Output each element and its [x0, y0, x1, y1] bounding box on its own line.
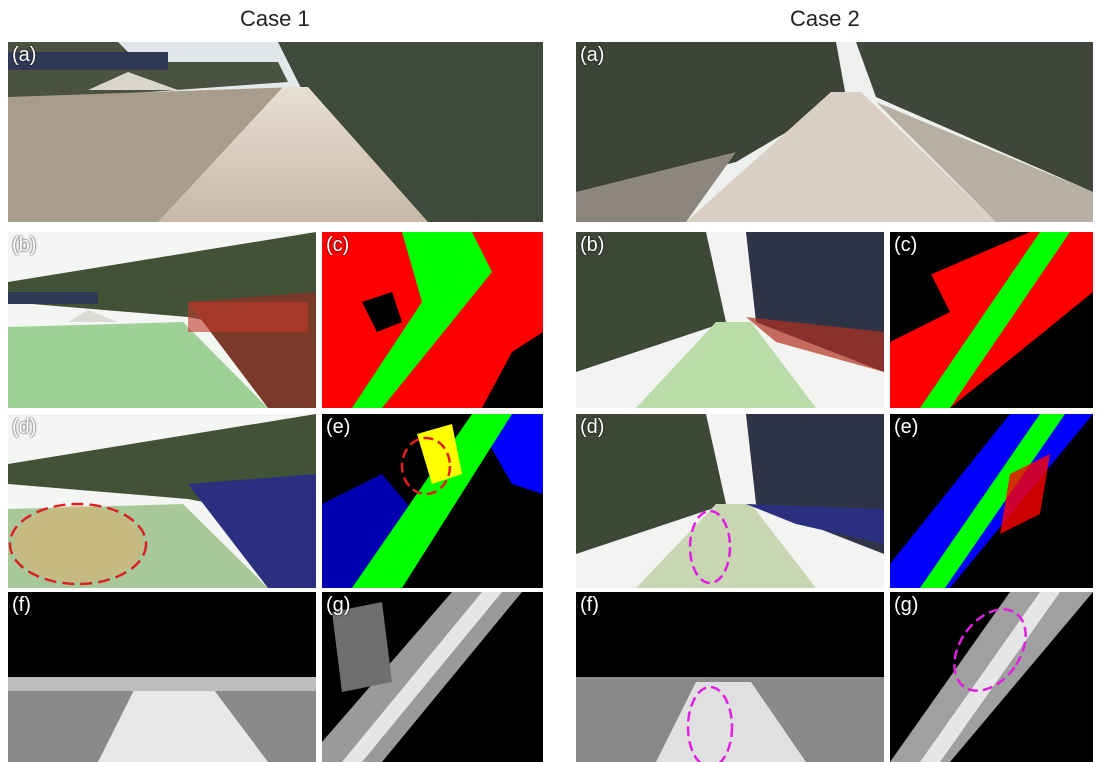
panel-label: (c) — [894, 234, 918, 256]
case1-bev-highlight-ellipse — [400, 436, 452, 496]
case1-range-grayscale — [8, 592, 316, 762]
case1-bev-multiclass-map — [322, 414, 543, 588]
case2-highlight-ellipse — [688, 509, 732, 585]
case1-panel-d-classified-projection: (d) — [8, 414, 316, 588]
case2-bev-multiclass-map — [890, 414, 1093, 588]
panel-label: (d) — [580, 416, 605, 438]
case1-projected-labels — [8, 232, 316, 408]
panel-label: (e) — [894, 416, 919, 438]
case2-panel-d-classified-projection: (d) — [576, 414, 884, 588]
case2-panel-f-range-image: (f) — [576, 592, 884, 762]
case1-panel-c-bev-classes: (c) — [322, 232, 543, 408]
case1-panel-e-bev-multiclass: (e) — [322, 414, 543, 588]
panel-label: (g) — [894, 594, 919, 616]
case2-road-scene — [576, 42, 1093, 222]
panel-label: (f) — [580, 594, 599, 616]
case1-panel-a-camera-image: (a) — [8, 42, 543, 222]
case1-highlight-ellipse — [8, 502, 148, 586]
case2-bev-red-green — [890, 232, 1093, 408]
case2-panel-g-bev-gray: (g) — [890, 592, 1093, 762]
panel-label: (b) — [580, 234, 605, 256]
panel-label: (a) — [12, 44, 37, 66]
panel-label: (f) — [12, 594, 31, 616]
case1-panel-f-range-image: (f) — [8, 592, 543, 762]
case2-panel-a-camera-image: (a) — [576, 42, 1093, 222]
case1-road-scene — [8, 42, 543, 222]
panel-label: (a) — [580, 44, 605, 66]
case2-title: Case 2 — [790, 6, 860, 31]
panel-label: (e) — [326, 416, 351, 438]
case1-title: Case 1 — [240, 6, 310, 31]
case1-bev-grayscale — [322, 592, 543, 762]
case1-bev-red-green — [322, 232, 543, 408]
case2-range-highlight-ellipse — [686, 685, 734, 762]
case2-projected-labels — [576, 232, 884, 408]
case1-panel-g-bev-gray: (g) — [322, 592, 543, 762]
case2-bev-grayscale — [890, 592, 1093, 762]
panel-label: (g) — [326, 594, 351, 616]
panel-label: (d) — [12, 416, 37, 438]
case2-panel-e-bev-multiclass: (e) — [890, 414, 1093, 588]
case2-panel-b-projection: (b) — [576, 232, 884, 408]
panel-label: (b) — [12, 234, 37, 256]
case2-classified-scene — [576, 414, 884, 588]
case1-classified-scene — [8, 414, 316, 588]
panel-label: (c) — [326, 234, 350, 256]
case2-range-grayscale — [576, 592, 884, 762]
case1-panel-b-projection: (b) — [8, 232, 316, 408]
case2-panel-c-bev-classes: (c) — [890, 232, 1093, 408]
